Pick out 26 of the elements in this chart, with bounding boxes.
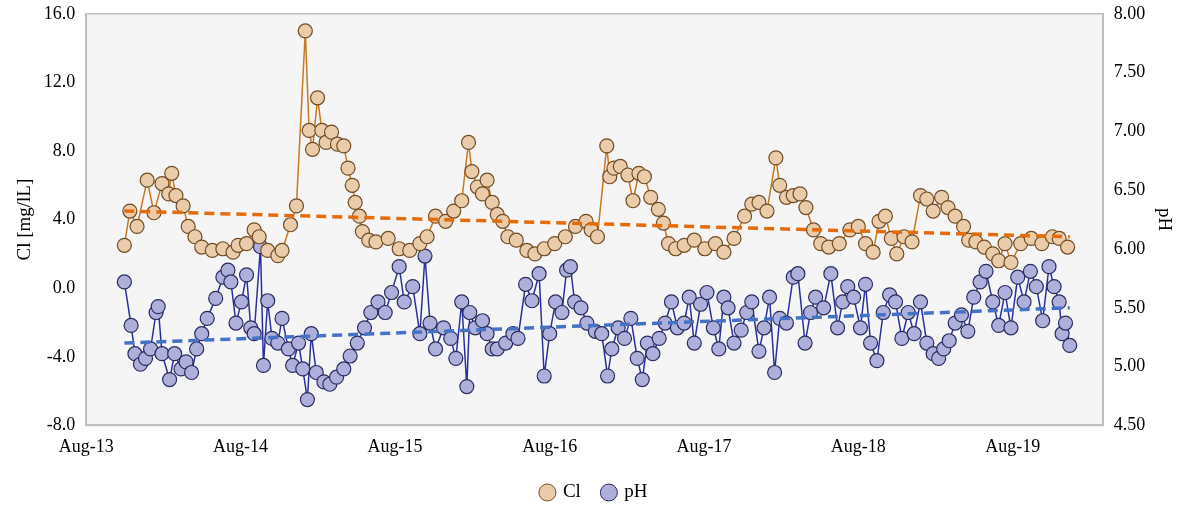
y-tick-label: 4.0 <box>52 208 76 229</box>
y2-axis-title: pH <box>1154 207 1176 232</box>
y-tick-label: 16.0 <box>43 2 76 23</box>
y-tick-label: 0.0 <box>52 276 76 297</box>
x-tick-label: Aug-13 <box>58 435 114 456</box>
y2-tick-label: 8.00 <box>1113 2 1146 23</box>
x-tick-label: Aug-17 <box>676 435 732 456</box>
y2-tick-label: 6.00 <box>1113 237 1146 258</box>
legend-label: Cl <box>562 480 581 502</box>
y2-tick-label: 6.50 <box>1113 178 1146 199</box>
x-tick-label: Aug-15 <box>367 435 423 456</box>
y-axis-title: Cl [mg/lL] <box>13 178 35 261</box>
x-tick-label: Aug-18 <box>830 435 886 456</box>
y-tick-label: 8.0 <box>52 139 76 160</box>
y-tick-label: -8.0 <box>46 414 76 435</box>
x-tick-label: Aug-14 <box>213 435 269 456</box>
y2-tick-label: 5.50 <box>1113 296 1146 317</box>
y2-tick-label: 7.50 <box>1113 61 1146 82</box>
y2-tick-label: 4.50 <box>1113 414 1146 435</box>
y2-tick-label: 7.00 <box>1113 120 1146 141</box>
y-tick-label: -4.0 <box>46 345 76 366</box>
legend-label: pH <box>624 480 648 502</box>
y2-tick-label: 5.00 <box>1113 355 1146 376</box>
y-tick-label: 12.0 <box>43 71 76 92</box>
x-tick-label: Aug-19 <box>985 435 1041 456</box>
x-tick-label: Aug-16 <box>522 435 578 456</box>
